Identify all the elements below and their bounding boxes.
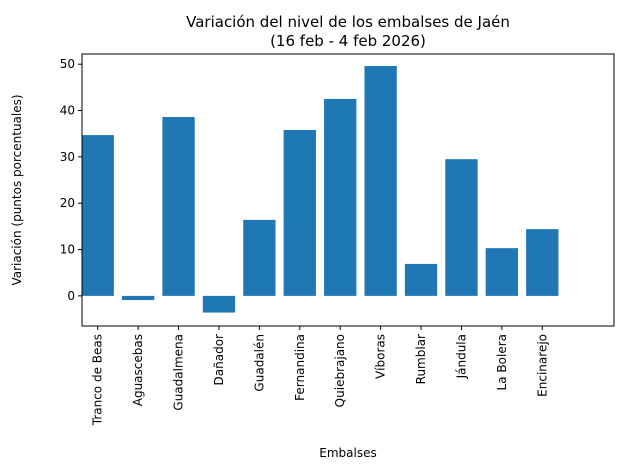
y-tick-label: 20: [60, 196, 75, 210]
y-tick-label: 0: [67, 289, 75, 303]
y-tick-label: 40: [60, 104, 75, 118]
bar: [364, 66, 397, 296]
y-axis-label: Variación (puntos porcentuales): [10, 94, 24, 285]
chart-subtitle: (16 feb - 4 feb 2026): [270, 32, 426, 50]
chart-title: Variación del nivel de los embalses de J…: [186, 13, 510, 31]
x-tick-label: Fernandina: [293, 334, 307, 401]
x-tick-label: Encinarejo: [535, 334, 549, 397]
x-axis-label: Embalses: [319, 446, 376, 460]
y-tick-label: 50: [60, 57, 75, 71]
bar: [283, 129, 316, 296]
x-tick-label: Guadalén: [252, 334, 266, 392]
x-tick-label: Quiebrajano: [333, 334, 347, 407]
bar: [324, 98, 357, 296]
bar: [404, 263, 438, 296]
x-tick-label: Dañador: [212, 334, 226, 386]
y-tick-label: 30: [60, 150, 75, 164]
x-tick-label: Víboras: [374, 334, 388, 379]
x-tick-label: Tranco de Beas: [91, 334, 105, 426]
bar: [121, 295, 155, 301]
y-tick-label: 10: [60, 243, 75, 257]
bar: [445, 159, 478, 296]
bar: [162, 117, 195, 296]
x-tick-label: Jándula: [454, 334, 468, 379]
x-tick-label: Aguascebas: [131, 334, 145, 406]
bar: [485, 248, 519, 296]
bar: [202, 295, 236, 313]
x-tick-label: Guadalmena: [172, 334, 186, 411]
x-tick-label: Rumblar: [414, 334, 428, 384]
bar: [526, 229, 559, 296]
bar: [243, 219, 276, 296]
bar: [81, 135, 114, 296]
x-tick-label: La Bolera: [495, 334, 509, 390]
plot-frame: [81, 53, 615, 327]
